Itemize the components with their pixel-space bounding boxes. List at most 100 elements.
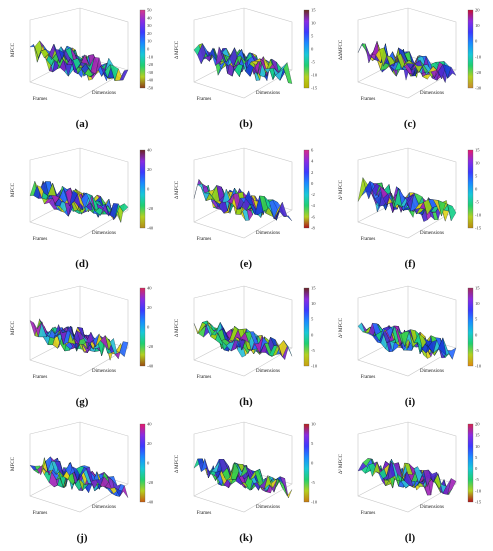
colorbar-tick-label: -15 [475, 500, 482, 505]
colorbar-tick-label: 0 [147, 187, 150, 192]
surface-plot: Δ MFCC Frames Dimensions 15 10 5 0 -5 -10 -15 [175, 7, 318, 103]
panel-j: MFCC Frames Dimensions 40 20 0 -20 -40 (j) [0, 414, 164, 551]
colorbar-tick-label: 0 [311, 332, 314, 337]
colorbar-tick-label: 50 [147, 8, 152, 13]
colorbar-tick-label: -10 [311, 364, 318, 369]
colorbar [139, 287, 146, 367]
z-axis-label: MFCC [11, 320, 16, 335]
y-axis-label: Dimensions [256, 369, 280, 374]
colorbar-tick-label: -10 [311, 500, 318, 505]
x-axis-label: Frames [197, 237, 212, 242]
colorbar [467, 9, 474, 89]
surface-mesh [29, 456, 129, 498]
panel-e: Δ MFCC Frames Dimensions 6 4 2 0 -2 -4 -6 -8 (e) [164, 140, 328, 277]
panel-c: ΔΔMFCC Frames Dimensions 20 10 0 -10 -20 -30 (c) [328, 0, 492, 137]
colorbar-tick-label: 40 [147, 422, 152, 427]
colorbar-tick-label: 5 [475, 455, 478, 460]
x-axis-label: Frames [33, 375, 48, 380]
colorbar-tick-label: 40 [147, 148, 152, 153]
colorbar-tick-label: -5 [475, 477, 480, 482]
surface-mesh [357, 458, 457, 496]
colorbar-tick-label: -30 [147, 70, 154, 75]
colorbar [303, 287, 310, 367]
axes-frame [193, 147, 293, 239]
panel-f: Δ² MFCC Frames Dimensions 15 10 5 0 -5 -10 -15 (f) [328, 140, 492, 277]
panel-caption: (a) [75, 118, 89, 130]
colorbar-tick-label: -20 [147, 344, 154, 349]
colorbar-tick-label: 20 [147, 305, 152, 310]
colorbar-tick-label: 20 [475, 8, 480, 13]
y-axis-label: Dimensions [92, 91, 116, 96]
panel-caption: (f) [404, 258, 416, 270]
surface-plot: MFCC Frames Dimensions 40 20 0 -20 -40 [11, 422, 154, 517]
colorbar-tick-label: 30 [147, 23, 152, 28]
surface-plot: MFCC Frames Dimensions 40 20 0 -20 -40 [11, 286, 154, 381]
x-axis-label: Frames [361, 375, 376, 380]
colorbar-tick-label: -10 [475, 54, 482, 59]
axes-frame [357, 7, 457, 99]
panel-caption: (j) [76, 532, 88, 544]
colorbar-tick-label: 0 [147, 47, 150, 52]
x-axis-label: Frames [197, 511, 212, 516]
x-axis-label: Frames [33, 511, 48, 516]
panel-k: Δ MFCC Frames Dimensions 10 5 0 -5 -10 (k) [164, 414, 328, 551]
panel-caption: (i) [404, 396, 416, 408]
panel-caption: (b) [239, 118, 253, 130]
y-axis-label: Dimensions [92, 231, 116, 236]
colorbar-tick-label: -40 [147, 500, 154, 505]
z-axis-label: Δ MFCC [175, 454, 180, 473]
colorbar-tick-label: -40 [147, 364, 154, 369]
colorbar-tick-label: -30 [475, 86, 482, 91]
colorbar-tick-label: 2 [311, 170, 314, 175]
z-axis-label: Δ² MFCC [338, 453, 344, 474]
surface-mesh [193, 458, 293, 499]
colorbar-tick-label: -5 [311, 348, 316, 353]
colorbar-tick-label: 10 [475, 301, 480, 306]
panel-a: MFCC Frames Dimensions 50 40 30 20 10 0 -10 -20 -30… [0, 0, 164, 137]
colorbar [139, 149, 146, 229]
colorbar-tick-label: 0 [147, 325, 150, 330]
axes-frame [193, 7, 293, 99]
surface-mesh [357, 40, 457, 84]
panel-h: Δ MFCC Frames Dimensions 15 10 5 0 -5 -10 (h) [164, 278, 328, 415]
colorbar-tick-label: 5 [311, 441, 314, 446]
y-axis-label: Dimensions [92, 369, 116, 374]
x-axis-label: Frames [361, 237, 376, 242]
colorbar-tick-label: -5 [311, 60, 316, 65]
colorbar-tick-label: 0 [311, 181, 314, 186]
colorbar-tick-label: 5 [475, 317, 478, 322]
colorbar-tick-label: -6 [311, 214, 316, 219]
colorbar-tick-label: 4 [311, 159, 314, 164]
panel-g: MFCC Frames Dimensions 40 20 0 -20 -40 (g) [0, 278, 164, 415]
surface-plot: MFCC Frames Dimensions 50 40 30 20 10 0 -10 -20 -30… [11, 8, 154, 103]
surface-mesh [193, 179, 293, 222]
x-axis-label: Frames [33, 237, 48, 242]
surface-plot: Δ MFCC Frames Dimensions 6 4 2 0 -2 -4 -6 -8 [175, 147, 316, 243]
colorbar-tick-label: -2 [311, 192, 316, 197]
colorbar [139, 9, 146, 89]
colorbar-tick-label: 10 [311, 21, 316, 26]
colorbar-tick-label: 0 [311, 47, 314, 52]
colorbar [139, 423, 146, 503]
panel-caption: (d) [75, 258, 89, 270]
axes-frame [193, 285, 293, 377]
colorbar-tick-label: 10 [475, 23, 480, 28]
colorbar-tick-label: 20 [147, 441, 152, 446]
colorbar-tick-label: 5 [311, 317, 314, 322]
colorbar-tick-label: 0 [475, 39, 478, 44]
surface-mesh [357, 177, 457, 222]
colorbar-tick-label: -10 [475, 213, 482, 218]
z-axis-label: MFCC [11, 182, 16, 197]
colorbar-tick-label: 20 [475, 422, 480, 427]
panel-i: Δ² MFCC Frames Dimensions 15 10 5 0 -5 -10 (i) [328, 278, 492, 415]
panel-caption: (l) [404, 532, 416, 544]
colorbar-tick-label: 10 [147, 39, 152, 44]
axes-frame [357, 421, 457, 513]
colorbar-tick-label: 6 [311, 148, 314, 153]
panel-b: Δ MFCC Frames Dimensions 15 10 5 0 -5 -10 -15 (b) [164, 0, 328, 137]
panel-caption: (k) [239, 532, 253, 544]
colorbar-tick-label: 15 [475, 286, 480, 291]
axes-frame [357, 147, 457, 239]
surface-plot: Δ² MFCC Frames Dimensions 15 10 5 0 -5 -10 [338, 286, 482, 381]
